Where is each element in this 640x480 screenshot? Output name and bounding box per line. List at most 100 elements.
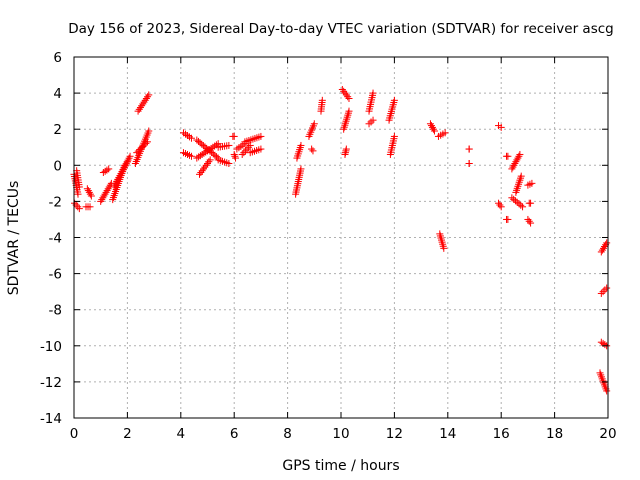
data-point-marker [241, 147, 249, 155]
data-point-marker [390, 132, 398, 140]
data-point-marker [345, 107, 353, 115]
x-tick-label: 2 [123, 426, 132, 442]
data-point-marker [136, 146, 144, 154]
data-point-marker [133, 149, 141, 157]
data-point-marker [297, 165, 305, 173]
data-point-marker [504, 215, 512, 223]
data-point-marker [97, 197, 105, 205]
data-point-marker [513, 156, 521, 164]
data-point-marker [430, 127, 438, 135]
x-tick-label: 8 [283, 426, 292, 442]
y-tick-label: -6 [49, 267, 62, 283]
y-tick-label: 4 [53, 86, 62, 102]
y-axis-label: SDTVAR / TECUs [6, 181, 22, 296]
data-point-marker [195, 170, 203, 178]
data-point-marker [71, 199, 79, 207]
data-point-marker [519, 203, 527, 211]
data-point-marker [465, 159, 473, 167]
data-point-marker [517, 201, 525, 209]
data-point-marker [426, 120, 434, 128]
data-point-marker [87, 192, 95, 200]
data-point-marker [601, 243, 609, 251]
data-point-marker [98, 196, 106, 204]
data-point-marker [198, 150, 206, 158]
data-point-marker [603, 239, 611, 247]
data-point-marker [599, 244, 607, 252]
data-point-marker [230, 132, 238, 140]
data-point-marker [142, 95, 150, 103]
data-point-marker [511, 197, 519, 205]
data-point-marker [140, 98, 148, 106]
data-point-marker [427, 122, 435, 130]
data-point-marker [508, 165, 516, 173]
data-point-marker [193, 154, 201, 162]
data-point-marker [342, 145, 350, 153]
data-point-marker [513, 198, 521, 206]
data-point-marker [512, 158, 520, 166]
data-point-marker [196, 152, 204, 160]
data-point-marker [232, 154, 240, 162]
data-point-marker [308, 145, 316, 153]
data-point-marker [105, 165, 113, 173]
data-point-marker [510, 161, 518, 169]
data-point-marker [75, 183, 83, 191]
grid-lines [74, 57, 608, 418]
data-point-marker [369, 116, 377, 124]
data-point-marker [243, 145, 251, 153]
data-point-marker [517, 172, 525, 180]
data-point-marker [134, 107, 142, 115]
data-point-marker [126, 152, 134, 160]
data-point-marker [310, 120, 318, 128]
data-point-marker [83, 185, 91, 193]
data-point-marker [201, 163, 209, 171]
data-point-marker [465, 145, 473, 153]
data-point-marker [85, 188, 93, 196]
data-point-marker [187, 152, 195, 160]
data-point-marker [99, 169, 107, 177]
data-point-marker [240, 149, 248, 157]
data-point-marker [509, 163, 517, 171]
data-point-marker [142, 139, 150, 147]
data-point-marker [390, 96, 398, 104]
data-point-marker [441, 129, 449, 137]
data-point-marker [145, 127, 153, 135]
data-point-marker [123, 158, 131, 166]
data-point-marker [140, 141, 148, 149]
data-point-marker [204, 159, 211, 167]
data-point-marker [257, 145, 265, 153]
data-point-marker [601, 286, 609, 294]
data-point-marker [104, 185, 112, 193]
data-point-marker [136, 104, 144, 112]
data-point-marker [75, 205, 83, 213]
x-tick-label: 10 [332, 426, 349, 442]
data-point-marker [508, 194, 516, 202]
x-tick-label: 12 [386, 426, 403, 442]
y-tick-label: -10 [40, 339, 62, 355]
data-point-marker [143, 138, 151, 146]
data-point-marker [515, 200, 523, 208]
data-point-marker [225, 159, 233, 167]
x-tick-label: 0 [70, 426, 79, 442]
data-point-marker [318, 96, 326, 104]
data-point-marker [496, 201, 504, 209]
data-point-marker [103, 166, 111, 174]
axis-ticks: 0 2 4 6 8 10 12 14 16 18 20 -14 -12 -10 -8 -6 -4 -2 0 2 4 6 [40, 50, 617, 442]
data-point-marker [504, 152, 512, 160]
data-point-marker [135, 105, 143, 113]
x-tick-label: 6 [230, 426, 239, 442]
data-point-marker [195, 153, 203, 161]
data-point-marker [206, 156, 214, 164]
data-point-marker [134, 147, 142, 155]
data-point-marker [309, 147, 317, 155]
data-point-marker [205, 146, 213, 154]
y-tick-label: -4 [49, 231, 62, 247]
data-point-marker [369, 89, 377, 97]
data-point-marker [86, 190, 94, 198]
data-point-marker [495, 199, 503, 207]
data-point-marker [515, 152, 523, 160]
data-point-marker [74, 190, 82, 198]
data-point-marker [597, 248, 605, 256]
data-point-marker [340, 87, 348, 95]
data-point-marker [139, 142, 147, 150]
data-point-marker [202, 161, 210, 169]
